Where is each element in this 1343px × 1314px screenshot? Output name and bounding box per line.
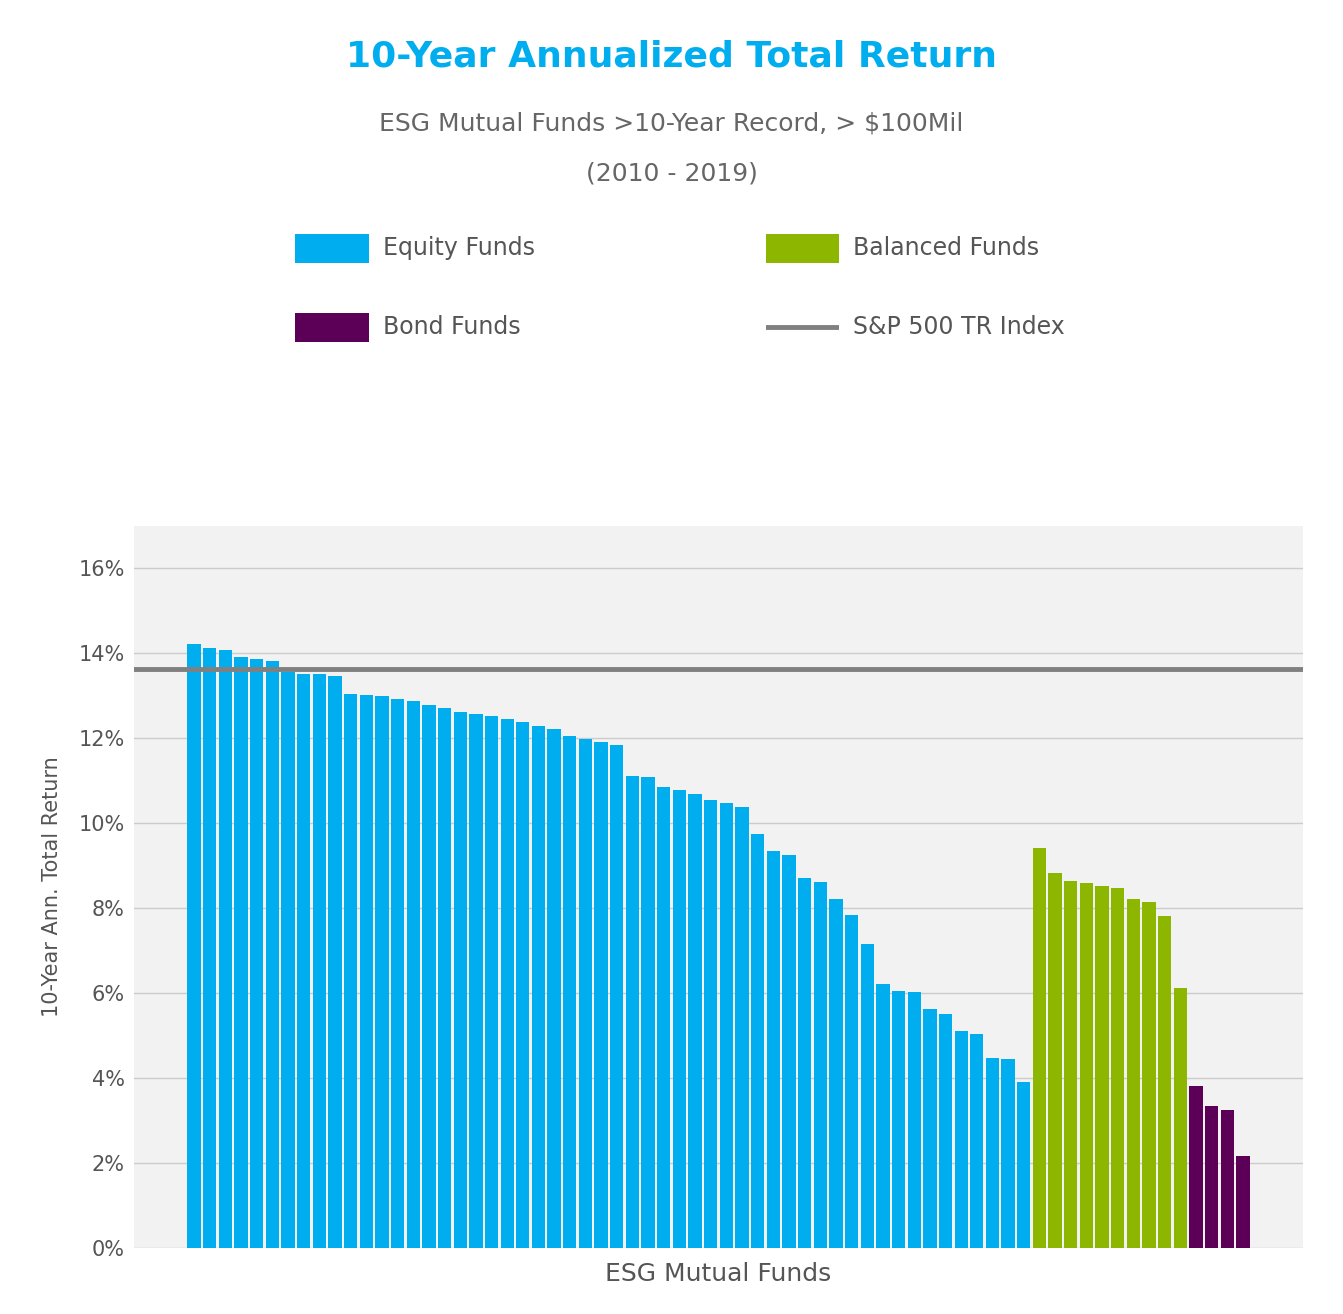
Bar [516, 721, 529, 1248]
Bar [235, 657, 247, 1248]
Bar [861, 945, 874, 1248]
Bar [1158, 916, 1171, 1248]
Bar [1064, 880, 1077, 1248]
Bar [908, 992, 921, 1248]
Bar [250, 658, 263, 1248]
Bar [610, 745, 623, 1248]
Bar [689, 794, 701, 1248]
Bar [751, 834, 764, 1248]
Bar [595, 741, 608, 1248]
Bar [1096, 886, 1109, 1248]
Bar [845, 915, 858, 1248]
Bar [1017, 1081, 1030, 1248]
Bar [203, 648, 216, 1248]
Text: 10-Year Annualized Total Return: 10-Year Annualized Total Return [346, 39, 997, 74]
Bar [391, 699, 404, 1248]
Bar [375, 696, 388, 1248]
Bar [798, 879, 811, 1248]
Bar [501, 719, 514, 1248]
Bar [1221, 1110, 1234, 1248]
Bar [297, 674, 310, 1248]
Text: S&P 500 TR Index: S&P 500 TR Index [853, 315, 1065, 339]
X-axis label: ESG Mutual Funds: ESG Mutual Funds [606, 1263, 831, 1286]
Bar [485, 716, 498, 1248]
Bar [360, 695, 373, 1248]
Bar [438, 707, 451, 1248]
Bar [219, 650, 232, 1248]
Bar [1205, 1106, 1218, 1248]
Bar [1143, 901, 1156, 1248]
Bar [783, 855, 795, 1248]
Bar [266, 661, 279, 1248]
Bar [892, 991, 905, 1248]
Bar [469, 714, 482, 1248]
Bar [1080, 883, 1093, 1248]
Bar [532, 727, 545, 1248]
Bar [1049, 874, 1062, 1248]
Bar [188, 644, 200, 1248]
Bar [328, 675, 341, 1248]
Bar [986, 1058, 999, 1248]
Bar [1127, 899, 1140, 1248]
Bar [454, 712, 467, 1248]
Bar [720, 803, 733, 1248]
Bar [767, 851, 780, 1248]
Bar [970, 1034, 983, 1248]
Bar [1111, 888, 1124, 1248]
Bar [876, 984, 889, 1248]
Bar [657, 787, 670, 1248]
Bar [548, 729, 561, 1248]
Bar [1237, 1155, 1249, 1248]
Bar [344, 694, 357, 1248]
Bar [563, 736, 576, 1248]
Bar [829, 899, 842, 1248]
Bar [313, 674, 326, 1248]
Bar [642, 778, 654, 1248]
Bar [736, 807, 748, 1248]
Text: Bond Funds: Bond Funds [383, 315, 520, 339]
Bar [1190, 1085, 1202, 1248]
Bar [939, 1013, 952, 1248]
Bar [673, 790, 686, 1248]
Bar [955, 1030, 968, 1248]
Text: Balanced Funds: Balanced Funds [853, 237, 1039, 260]
Text: (2010 - 2019): (2010 - 2019) [586, 162, 757, 185]
Bar [704, 800, 717, 1248]
Bar [923, 1009, 936, 1248]
Bar [814, 882, 827, 1248]
Y-axis label: 10-Year Ann. Total Return: 10-Year Ann. Total Return [42, 757, 62, 1017]
Bar [1033, 848, 1046, 1248]
Bar [407, 700, 420, 1248]
Bar [626, 775, 639, 1248]
Text: ESG Mutual Funds >10-Year Record, > $100Mil: ESG Mutual Funds >10-Year Record, > $100… [379, 112, 964, 135]
Bar [422, 706, 435, 1248]
Text: Equity Funds: Equity Funds [383, 237, 535, 260]
Bar [281, 673, 294, 1248]
Bar [1002, 1059, 1015, 1248]
Bar [579, 738, 592, 1248]
Bar [1174, 988, 1187, 1248]
